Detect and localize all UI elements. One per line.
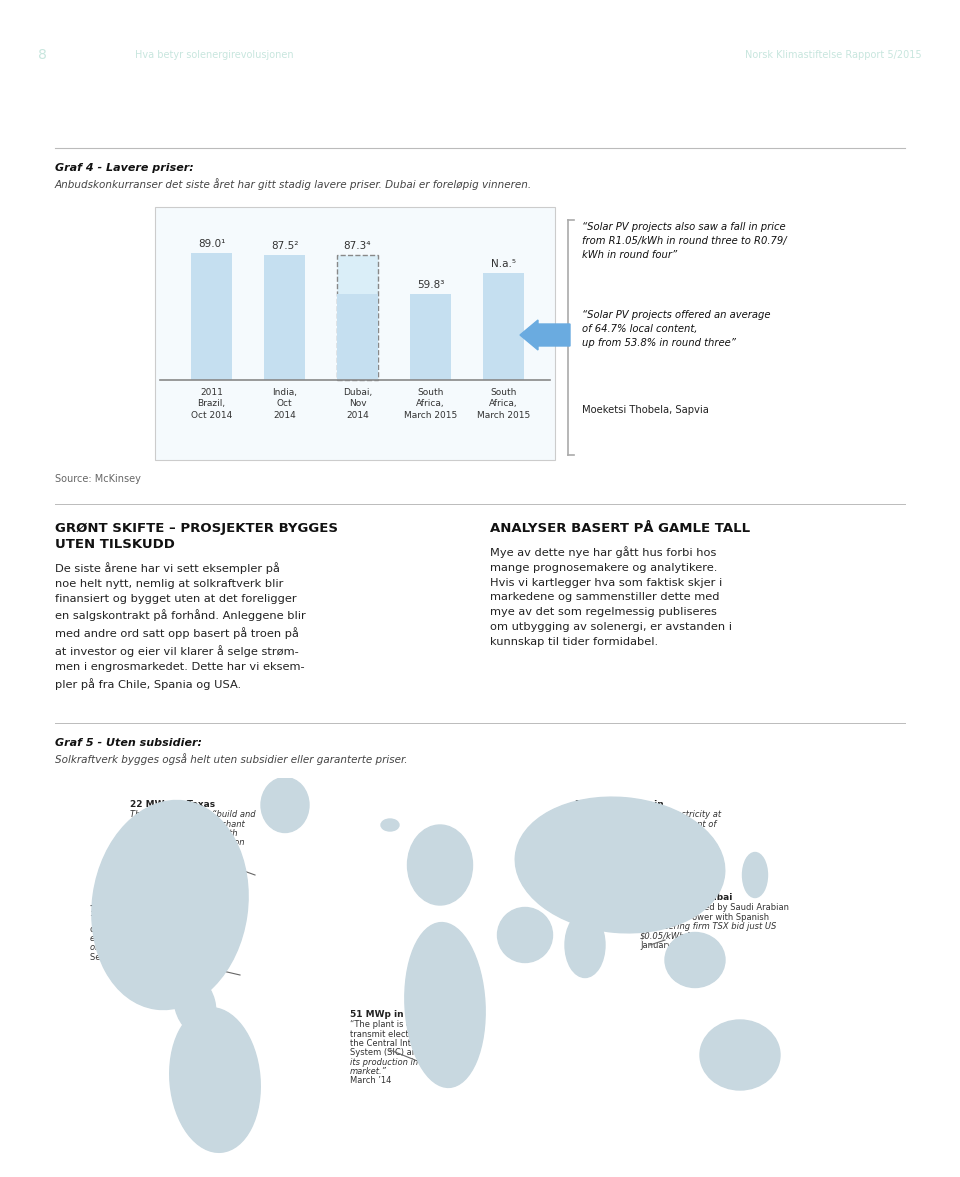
Text: operate a 22 MW merchant: operate a 22 MW merchant (130, 819, 245, 829)
Text: The developer  will “build and: The developer will “build and (130, 811, 255, 819)
Text: 2011
Brazil,
Oct 2014: 2011 Brazil, Oct 2014 (191, 388, 232, 420)
Text: Mye av dette nye har gått hus forbi hos
mange prognosemakere og analytikere.
Hvi: Mye av dette nye har gått hus forbi hos … (490, 546, 732, 646)
Text: 87.3⁴: 87.3⁴ (344, 241, 372, 251)
Text: pool prices ... the development of: pool prices ... the development of (575, 819, 716, 829)
FancyArrow shape (520, 320, 570, 350)
Text: September ’13: September ’13 (90, 952, 153, 962)
Ellipse shape (497, 907, 553, 963)
Ellipse shape (665, 932, 725, 988)
Text: May ’14: May ’14 (130, 857, 163, 866)
Text: PV projects in Spain without: PV projects in Spain without (575, 829, 692, 838)
Text: De siste årene har vi sett eksempler på
noe helt nytt, nemlig at solkraftverk bl: De siste årene har vi sett eksempler på … (55, 561, 305, 690)
Ellipse shape (261, 778, 309, 832)
Ellipse shape (516, 797, 725, 933)
Text: Anbudskonkurranser det siste året har gitt stadig lavere priser. Dubai er forelø: Anbudskonkurranser det siste året har gi… (55, 178, 532, 189)
Text: project ... competing with: project ... competing with (130, 829, 237, 838)
Text: ANALYSER BASERT PÅ GAMLE TALL: ANALYSER BASERT PÅ GAMLE TALL (490, 523, 750, 536)
Text: engineering firm TSX bid just US: engineering firm TSX bid just US (640, 922, 777, 931)
Text: Moeketsi Thobela, Sapvia: Moeketsi Thobela, Sapvia (582, 405, 708, 415)
Text: January ’15: January ’15 (640, 940, 687, 950)
Text: transmit electricity directly to: transmit electricity directly to (350, 1030, 475, 1038)
Text: 2.5 MWp in Spain: 2.5 MWp in Spain (575, 800, 663, 809)
Text: firm ACWA Power with Spanish: firm ACWA Power with Spanish (640, 912, 769, 922)
Text: Dubai,
Nov
2014: Dubai, Nov 2014 (343, 388, 372, 420)
Ellipse shape (405, 923, 485, 1088)
Bar (484, 273, 523, 380)
Text: N.a.⁵: N.a.⁵ (491, 259, 516, 268)
Text: electricity produced will be sold: electricity produced will be sold (90, 935, 224, 943)
Text: the Central Interconnected: the Central Interconnected (350, 1039, 464, 1048)
Text: $0.05/kWh.]: $0.05/kWh.] (640, 931, 691, 940)
Text: South
Africa,
March 2015: South Africa, March 2015 (404, 388, 457, 420)
Text: 89.0¹: 89.0¹ (198, 239, 226, 248)
Text: Graf 5 - Uten subsidier:: Graf 5 - Uten subsidier: (55, 738, 202, 749)
Text: its production in the spot: its production in the spot (350, 1058, 455, 1066)
Text: 22 MWp in Texas: 22 MWp in Texas (130, 800, 215, 809)
Text: “Solar PV projects also saw a fall in price
from R1.05/kWh in round three to R0.: “Solar PV projects also saw a fall in pr… (582, 222, 786, 260)
Bar (191, 253, 231, 380)
Text: on a merchant basis where the: on a merchant basis where the (90, 925, 221, 933)
Bar (264, 255, 304, 380)
Bar (155, 207, 555, 460)
Ellipse shape (565, 912, 605, 978)
Ellipse shape (742, 852, 767, 898)
Text: the open market ...”: the open market ...” (130, 847, 215, 857)
Ellipse shape (92, 800, 248, 1010)
Ellipse shape (170, 1008, 260, 1152)
Text: other electricity sources on: other electricity sources on (130, 838, 245, 847)
Ellipse shape (700, 1020, 780, 1090)
Text: February ’14: February ’14 (575, 857, 629, 866)
Text: business ...”: business ...” (575, 847, 626, 857)
Text: Graf 4 - Lavere priser:: Graf 4 - Lavere priser: (55, 162, 194, 173)
Text: market.”: market.” (350, 1066, 387, 1076)
Text: Hva betyr solenergirevolusjonen: Hva betyr solenergirevolusjonen (135, 49, 294, 60)
Ellipse shape (381, 819, 399, 831)
Text: South
Africa,
March 2015: South Africa, March 2015 (477, 388, 530, 420)
Ellipse shape (174, 976, 216, 1035)
Text: The plant will “initially operate: The plant will “initially operate (90, 916, 220, 924)
Bar (411, 294, 450, 380)
Text: India,
Oct
2014: India, Oct 2014 (272, 388, 297, 420)
Text: GRØNT SKIFTE – PROSJEKTER BYGGES
UTEN TILSKUDD: GRØNT SKIFTE – PROSJEKTER BYGGES UTEN TI… (55, 523, 338, 551)
Text: 59.8³: 59.8³ (417, 280, 444, 291)
Text: “The plant is designed to: “The plant is designed to (350, 1020, 456, 1030)
Text: Source: McKinsey: Source: McKinsey (55, 474, 141, 484)
Text: System (SIC) and will sell all of: System (SIC) and will sell all of (350, 1049, 479, 1057)
Bar (337, 255, 377, 380)
Text: on the spot market ...”: on the spot market ...” (90, 943, 185, 952)
Bar (337, 294, 377, 380)
Text: “Solar PV projects offered an average
of 64.7% local content,
up from 53.8% in r: “Solar PV projects offered an average of… (582, 310, 771, 348)
Text: Norsk Klimastiftelse Rapport 5/2015: Norsk Klimastiftelse Rapport 5/2015 (745, 49, 922, 60)
Text: 51 MWp in Chile: 51 MWp in Chile (350, 1010, 432, 1019)
Text: March ’14: March ’14 (350, 1076, 392, 1085)
Text: [A consortium led by Saudi Arabian: [A consortium led by Saudi Arabian (640, 904, 789, 912)
Text: 8: 8 (38, 48, 47, 62)
Text: premiums is now a profitable: premiums is now a profitable (575, 838, 698, 847)
Text: Solkraftverk bygges også helt uten subsidier eller garanterte priser.: Solkraftverk bygges også helt uten subsi… (55, 753, 407, 765)
Text: 200 MWp in Dubai: 200 MWp in Dubai (640, 893, 732, 902)
Text: The plant “will supply electricity at: The plant “will supply electricity at (575, 811, 721, 819)
Text: 70 MWp in Chile: 70 MWp in Chile (90, 905, 172, 915)
Text: 87.5²: 87.5² (271, 241, 299, 251)
Ellipse shape (407, 825, 472, 905)
